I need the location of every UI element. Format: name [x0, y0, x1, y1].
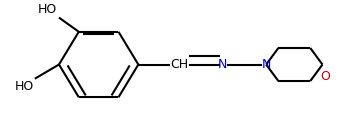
Text: CH: CH [171, 58, 189, 71]
Text: N: N [218, 58, 228, 71]
Text: N: N [261, 58, 271, 71]
Text: HO: HO [15, 80, 34, 93]
Text: HO: HO [38, 3, 57, 16]
Text: O: O [321, 70, 330, 83]
